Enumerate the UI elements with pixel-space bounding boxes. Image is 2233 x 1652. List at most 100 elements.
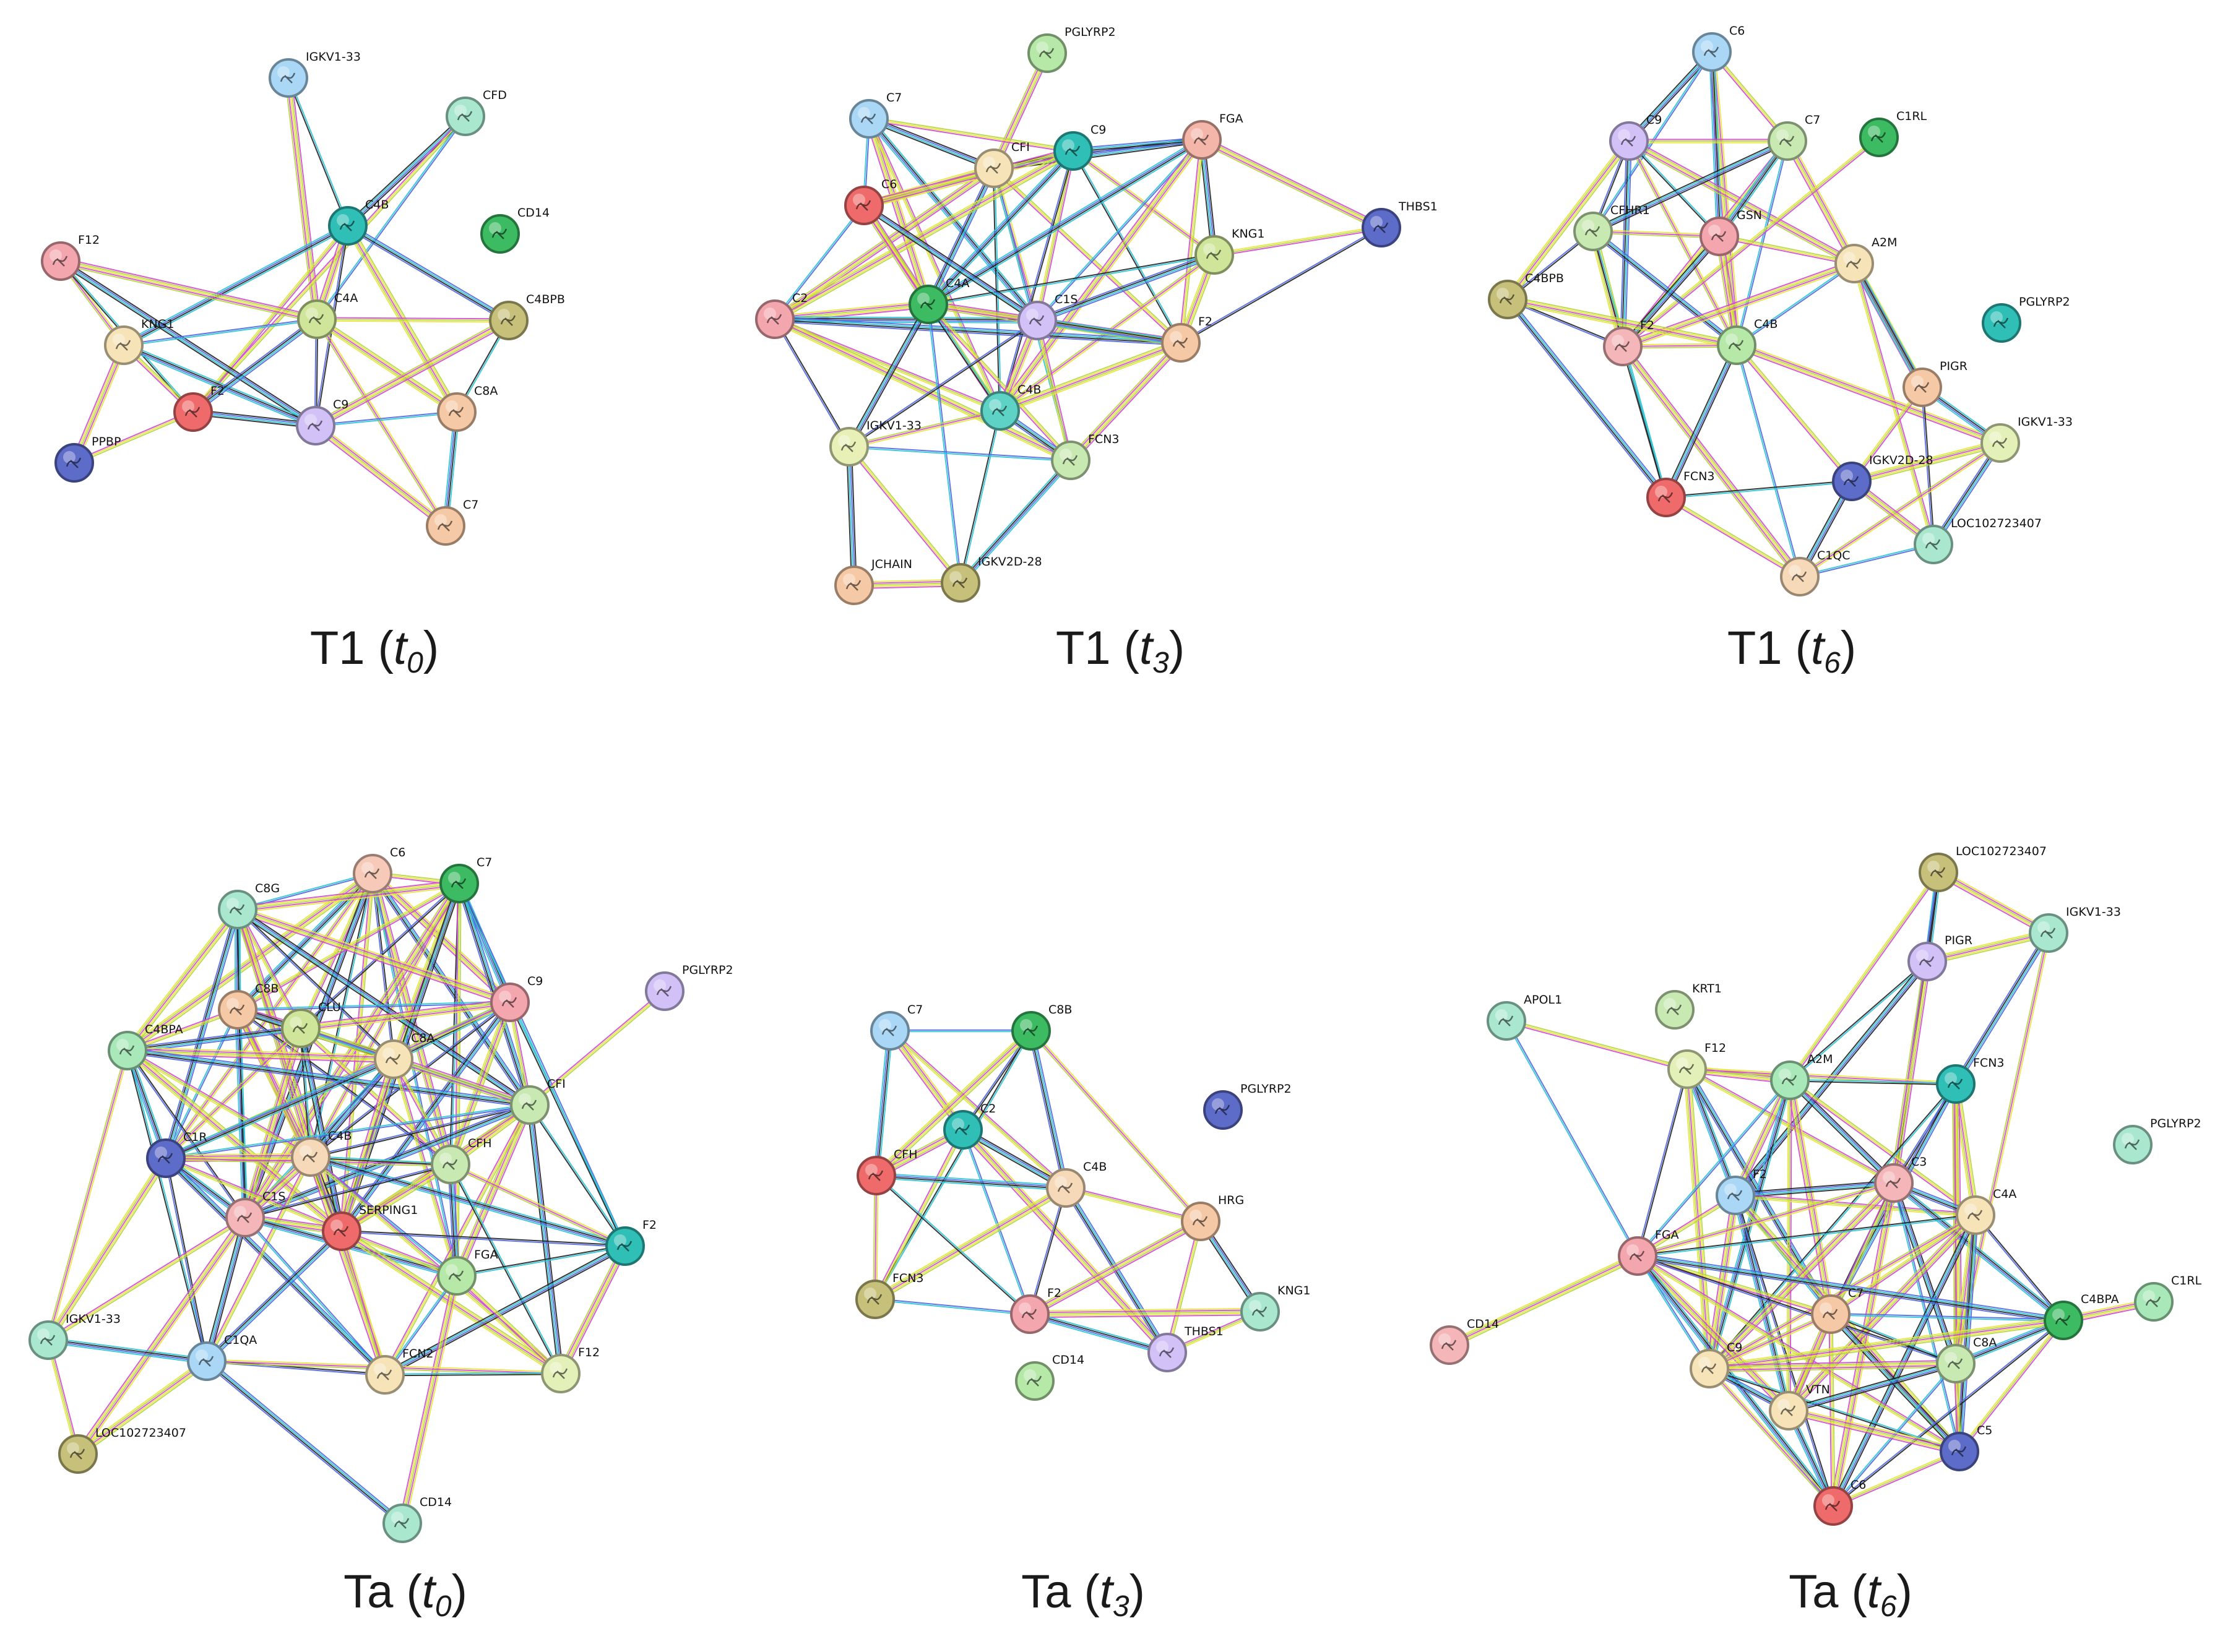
node-C1QA[interactable]: C1QA (187, 1333, 257, 1381)
node-C7[interactable]: C7 (870, 1003, 923, 1051)
node-IGKV2D-28[interactable]: IGKV2D-28 (941, 555, 1042, 603)
node-C4BPA[interactable]: C4BPA (2044, 1293, 2119, 1340)
node-F12[interactable]: F12 (41, 233, 100, 281)
node-THBS1[interactable]: THBS1 (1147, 1325, 1224, 1372)
node-C4B[interactable]: C4B (1717, 317, 1777, 365)
node-GSN[interactable]: GSN (1700, 209, 1762, 256)
node-C9[interactable]: C9 (1609, 113, 1662, 161)
node-C4A[interactable]: C4A (297, 291, 358, 339)
node-FGA[interactable]: FGA (1618, 1228, 1679, 1276)
node-FCN3[interactable]: FCN3 (1936, 1056, 2005, 1104)
node-FCN3[interactable]: FCN3 (1646, 470, 1715, 517)
node-IGKV1-33[interactable]: IGKV1-33 (28, 1312, 121, 1360)
node-FCN2[interactable]: FCN2 (365, 1347, 434, 1395)
node-A2M[interactable]: A2M (1834, 236, 1897, 283)
node-C9[interactable]: C9 (1053, 123, 1106, 171)
node-PPBP[interactable]: PPBP (54, 435, 121, 483)
node-FCN3[interactable]: FCN3 (1051, 432, 1120, 480)
node-C1S[interactable]: C1S (1017, 293, 1078, 340)
node-C3[interactable]: C3 (1874, 1155, 1927, 1203)
node-IGKV2D-28[interactable]: IGKV2D-28 (1832, 454, 1933, 501)
node-C7[interactable]: C7 (849, 91, 902, 139)
node-C4B[interactable]: C4B (1046, 1160, 1107, 1208)
node-APOL1[interactable]: APOL1 (1487, 993, 1562, 1041)
node-C8B[interactable]: C8B (218, 982, 279, 1030)
node-CD14[interactable]: CD14 (1430, 1317, 1499, 1365)
node-C9[interactable]: C9 (1690, 1341, 1742, 1388)
node-FCN3[interactable]: FCN3 (855, 1271, 924, 1319)
node-F2[interactable]: F2 (173, 384, 225, 432)
node-LOC102723407[interactable]: LOC102723407 (58, 1426, 186, 1474)
node-C6[interactable]: C6 (353, 846, 405, 893)
node-LOC102723407[interactable]: LOC102723407 (1919, 845, 2047, 892)
node-C4BPB[interactable]: C4BPB (489, 293, 565, 340)
node-CLU[interactable]: CLU (281, 1000, 341, 1048)
node-FGA[interactable]: FGA (1182, 112, 1243, 160)
node-FGA[interactable]: FGA (437, 1248, 498, 1296)
node-C4BPA[interactable]: C4BPA (108, 1023, 183, 1070)
node-CFH[interactable]: CFH (857, 1148, 917, 1195)
node-PIGR[interactable]: PIGR (1903, 359, 1967, 407)
node-F2[interactable]: F2 (1010, 1286, 1061, 1334)
node-F12[interactable]: F12 (1667, 1041, 1726, 1089)
node-PGLYRP2[interactable]: PGLYRP2 (1203, 1082, 1292, 1130)
node-C2[interactable]: C2 (943, 1102, 996, 1150)
node-CD14[interactable]: CD14 (382, 1495, 452, 1543)
node-F2[interactable]: F2 (1161, 315, 1212, 363)
node-HRG[interactable]: HRG (1181, 1194, 1244, 1241)
node-THBS1[interactable]: THBS1 (1362, 200, 1438, 247)
node-VTN[interactable]: VTN (1769, 1383, 1830, 1430)
node-C1S[interactable]: C1S (225, 1190, 285, 1237)
node-C8G[interactable]: C8G (218, 882, 280, 929)
node-C4BPB[interactable]: C4BPB (1488, 272, 1564, 319)
node-C4B[interactable]: C4B (328, 198, 389, 246)
node-A2M[interactable]: A2M (1770, 1052, 1833, 1100)
node-JCHAIN[interactable]: JCHAIN (834, 557, 912, 605)
node-C4A[interactable]: C4A (1956, 1187, 2016, 1235)
node-CD14[interactable]: CD14 (1015, 1353, 1084, 1401)
node-C4B[interactable]: C4B (291, 1129, 352, 1177)
node-KNG1[interactable]: KNG1 (104, 317, 174, 365)
node-F2[interactable]: F2 (605, 1218, 657, 1266)
node-C9[interactable]: C9 (296, 398, 348, 445)
node-C8B[interactable]: C8B (1011, 1003, 1072, 1051)
node-C1R[interactable]: C1R (146, 1130, 207, 1178)
node-C6[interactable]: C6 (844, 178, 897, 225)
node-C4B[interactable]: C4B (980, 383, 1041, 431)
node-F2[interactable]: F2 (1603, 319, 1654, 366)
node-IGKV1-33[interactable]: IGKV1-33 (1980, 415, 2073, 463)
node-C4A[interactable]: C4A (909, 277, 969, 324)
node-C8A[interactable]: C8A (437, 384, 498, 432)
node-C5[interactable]: C5 (1940, 1424, 1992, 1471)
node-KNG1[interactable]: KNG1 (1194, 227, 1264, 275)
node-PGLYRP2[interactable]: PGLYRP2 (2113, 1117, 2201, 1164)
node-IGKV1-33[interactable]: IGKV1-33 (2029, 905, 2121, 953)
node-C1QC[interactable]: C1QC (1780, 549, 1851, 596)
node-CFI[interactable]: CFI (510, 1077, 566, 1125)
node-PGLYRP2[interactable]: PGLYRP2 (645, 963, 733, 1011)
node-CD14[interactable]: CD14 (480, 206, 550, 254)
node-C2[interactable]: C2 (755, 291, 808, 339)
node-C7[interactable]: C7 (1811, 1286, 1864, 1334)
node-IGKV1-33[interactable]: IGKV1-33 (829, 419, 922, 467)
node-F2[interactable]: F2 (1716, 1168, 1767, 1215)
node-F12[interactable]: F12 (541, 1346, 600, 1393)
node-SERPING1[interactable]: SERPING1 (322, 1203, 418, 1251)
node-C8A[interactable]: C8A (1936, 1336, 1997, 1383)
node-IGKV1-33[interactable]: IGKV1-33 (269, 50, 361, 98)
node-KNG1[interactable]: KNG1 (1240, 1284, 1310, 1331)
node-CFI[interactable]: CFI (974, 140, 1030, 188)
node-C8A[interactable]: C8A (374, 1031, 434, 1079)
node-C6[interactable]: C6 (1692, 24, 1745, 72)
node-PIGR[interactable]: PIGR (1907, 934, 1972, 981)
node-PGLYRP2[interactable]: PGLYRP2 (1982, 295, 2070, 343)
node-CFD[interactable]: CFD (446, 88, 507, 136)
node-C7[interactable]: C7 (426, 498, 478, 546)
node-KRT1[interactable]: KRT1 (1655, 982, 1722, 1030)
node-C1RL[interactable]: C1RL (1859, 110, 1927, 157)
node-CFHR1[interactable]: CFHR1 (1573, 204, 1650, 251)
node-C7[interactable]: C7 (1768, 113, 1820, 161)
node-C1RL[interactable]: C1RL (2134, 1274, 2202, 1322)
node-PGLYRP2[interactable]: PGLYRP2 (1027, 25, 1116, 73)
node-CFH[interactable]: CFH (431, 1137, 491, 1184)
